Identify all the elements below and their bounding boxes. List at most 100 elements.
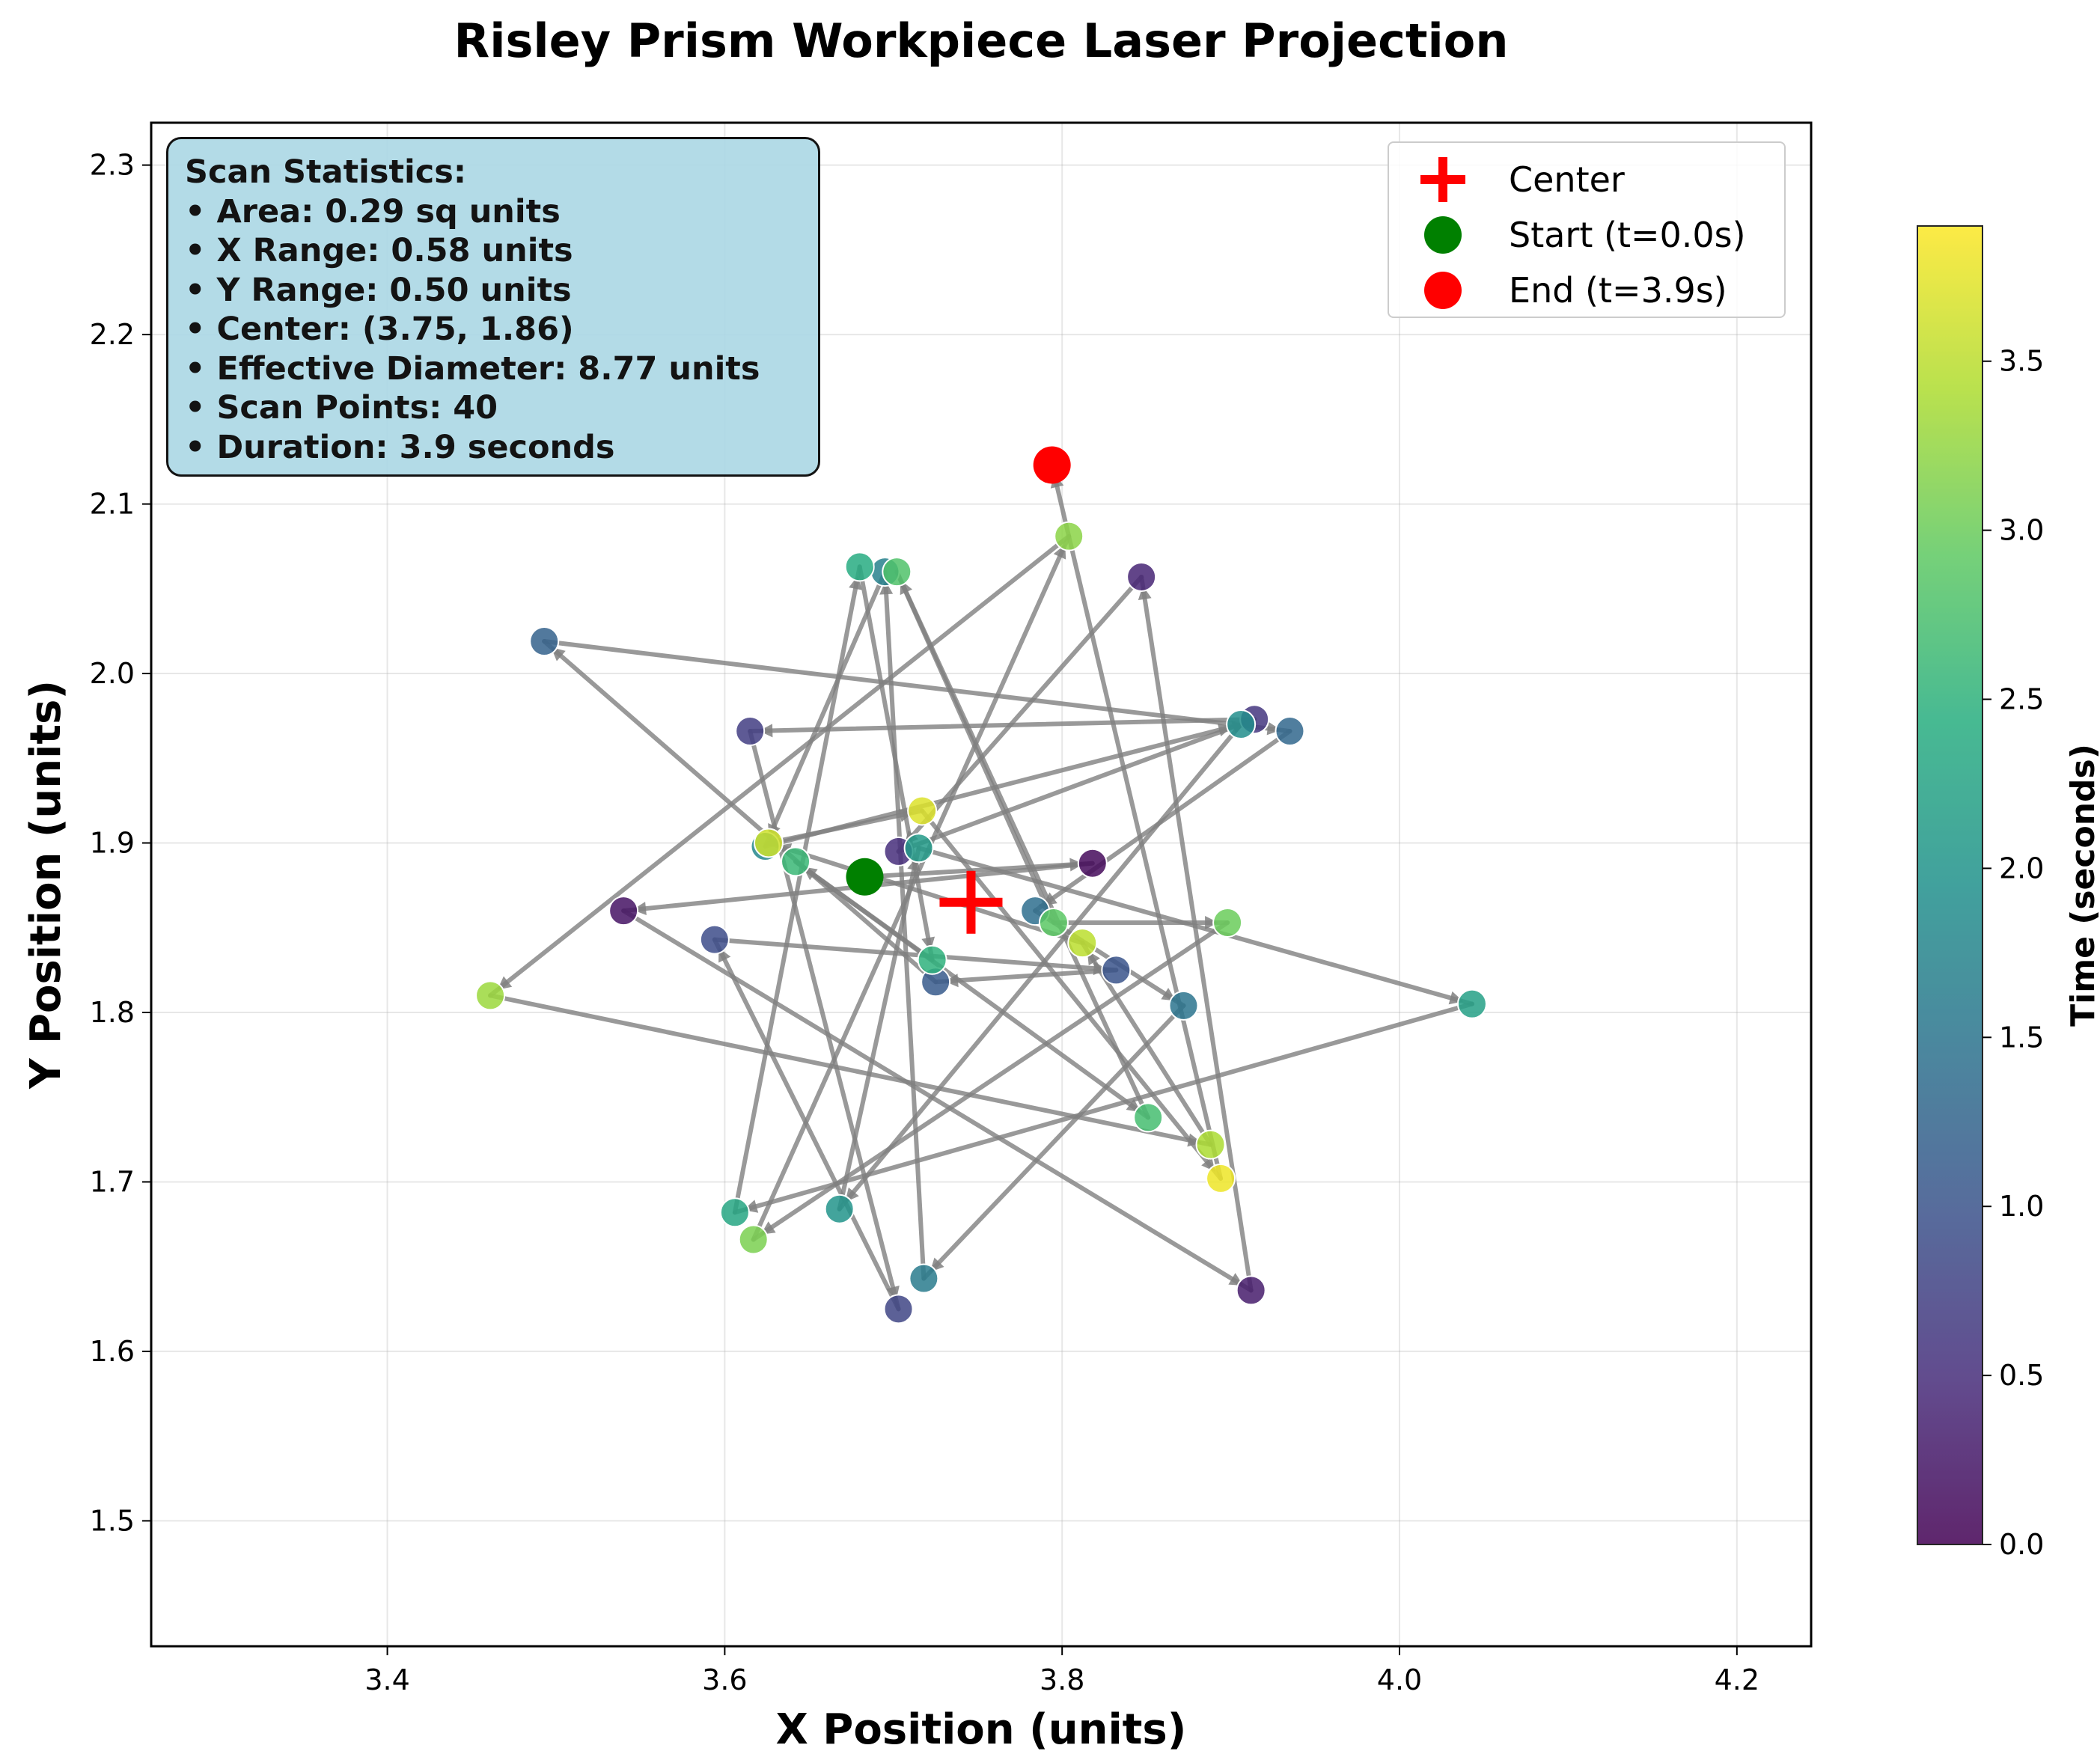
- scan-statistics-box: Scan Statistics: • Area: 0.29 sq units •…: [166, 137, 820, 477]
- scan-point: [824, 1194, 855, 1224]
- plus-marker-icon: [1420, 157, 1465, 202]
- x-axis-ticks: 3.4 3.6 3.8 4.0 4.2: [364, 1646, 1759, 1696]
- path-arrowhead: [1266, 721, 1281, 736]
- scan-point: [917, 944, 947, 975]
- red-circle-icon: [1424, 272, 1462, 309]
- scan-point: [1101, 955, 1132, 986]
- scan-point: [1226, 709, 1257, 739]
- legend-label-start: Start (t=0.0s): [1509, 215, 1746, 255]
- y-tick-label: 1.9: [90, 827, 135, 860]
- colorbar: 0.0 0.5 1.0 1.5 2.0 2.5 3.0 3.5 Time (seconds): [1917, 225, 2100, 1561]
- legend: Center Start (t=0.0s) End (t=3.9s): [1388, 141, 1786, 318]
- colorbar-label: Time (seconds): [2064, 744, 2100, 1027]
- path-arrowhead: [1138, 585, 1152, 600]
- scan-point: [1077, 848, 1108, 878]
- path-segment: [751, 920, 1230, 1242]
- y-tick-label: 1.6: [90, 1335, 135, 1368]
- scan-point: [781, 846, 811, 877]
- path-segment: [766, 808, 925, 846]
- path-segment: [896, 574, 1144, 854]
- colorbar-tick-label: 1.0: [1999, 1190, 2044, 1223]
- stats-duration: • Duration: 3.9 seconds: [185, 428, 615, 466]
- scan-point: [1236, 1275, 1266, 1306]
- path-segment: [916, 846, 1474, 1006]
- scan-point: [1067, 928, 1098, 959]
- y-tick-label: 2.3: [90, 149, 135, 182]
- grid-lines: [151, 123, 1811, 1646]
- path-segment: [748, 717, 1257, 734]
- y-tick-label: 2.1: [90, 488, 135, 521]
- x-tick-label: 3.4: [364, 1663, 409, 1696]
- scan-point: [909, 1263, 939, 1294]
- scan-point: [1206, 1163, 1236, 1194]
- legend-item-start: Start (t=0.0s): [1389, 207, 1784, 263]
- path-arrowhead: [632, 902, 647, 916]
- path-segment: [542, 639, 938, 985]
- path-segment: [766, 840, 1085, 946]
- colorbar-tick-label: 1.5: [1999, 1021, 2044, 1054]
- y-tick-label: 1.7: [90, 1165, 135, 1198]
- scan-point: [1038, 907, 1069, 938]
- path-segment: [732, 564, 862, 1215]
- stats-title: Scan Statistics:: [185, 153, 467, 191]
- stats-y-range: • Y Range: 0.50 units: [185, 271, 572, 309]
- path-arrowhead: [759, 724, 773, 738]
- stats-scan-points: • Scan Points: 40: [185, 389, 498, 427]
- y-tick-label: 2.2: [90, 318, 135, 351]
- stats-effective-diameter: • Effective Diameter: 8.77 units: [185, 349, 760, 388]
- scan-point: [529, 626, 560, 657]
- path-segment: [732, 1001, 1474, 1215]
- colorbar-gradient: [1917, 225, 1983, 1545]
- special-markers: [846, 446, 1071, 934]
- end-point-marker: [1033, 446, 1071, 484]
- scan-point: [475, 980, 506, 1011]
- colorbar-tick-label: 0.5: [1999, 1359, 2044, 1392]
- start-point-marker: [846, 858, 884, 896]
- y-tick-label: 2.0: [90, 657, 135, 690]
- scan-points: [475, 450, 1487, 1324]
- plot-frame: [150, 121, 1813, 1648]
- chart-title: Risley Prism Workpiece Laser Projection: [454, 13, 1509, 68]
- scan-point: [882, 557, 912, 587]
- path-arrowhead: [879, 581, 894, 595]
- colorbar-tick-label: 3.0: [1999, 514, 2044, 547]
- stats-x-range: • X Range: 0.58 units: [185, 232, 573, 269]
- colorbar-tick-label: 3.5: [1999, 345, 2044, 378]
- scan-point: [883, 1294, 914, 1324]
- scan-point: [608, 896, 639, 926]
- path-segment: [857, 564, 935, 962]
- x-tick-label: 4.0: [1377, 1663, 1422, 1696]
- x-tick-label: 3.8: [1040, 1663, 1084, 1696]
- path-segment: [488, 534, 1072, 998]
- scan-point: [1275, 716, 1305, 747]
- path-segment: [933, 968, 1119, 985]
- scan-point: [738, 1224, 769, 1255]
- path-segment: [837, 721, 1244, 1211]
- stats-center: • Center: (3.75, 1.86): [185, 311, 574, 348]
- scan-point: [735, 716, 766, 747]
- colorbar-tick-label: 0.0: [1999, 1528, 2044, 1561]
- x-tick-label: 4.2: [1715, 1663, 1759, 1696]
- y-axis-ticks: 1.5 1.6 1.7 1.8 1.9 2.0 2.1 2.2 2.3: [90, 149, 151, 1537]
- green-circle-icon: [1424, 216, 1462, 254]
- y-tick-label: 1.5: [90, 1504, 135, 1537]
- scan-point: [907, 795, 938, 826]
- path-segment: [837, 846, 921, 1211]
- path-segment: [763, 569, 888, 849]
- scan-point: [1133, 1102, 1164, 1133]
- colorbar-tick-label: 2.0: [1999, 852, 2044, 884]
- colorbar-tick-label: 2.5: [1999, 683, 2044, 716]
- scan-point: [1212, 907, 1243, 938]
- colorbar-ticks: 0.0 0.5 1.0 1.5 2.0 2.5 3.0 3.5: [1983, 345, 2044, 1561]
- path-segment: [621, 908, 1254, 1293]
- path-segment: [921, 1003, 1186, 1281]
- scan-point: [1126, 561, 1157, 592]
- scan-point: [1054, 521, 1084, 551]
- path-segment: [793, 859, 1151, 1120]
- scan-point: [699, 924, 730, 955]
- scan-point: [753, 828, 784, 858]
- center-marker-horizontal: [939, 897, 1003, 907]
- path-segment: [542, 639, 1292, 734]
- x-axis-label: X Position (units): [776, 1705, 1187, 1754]
